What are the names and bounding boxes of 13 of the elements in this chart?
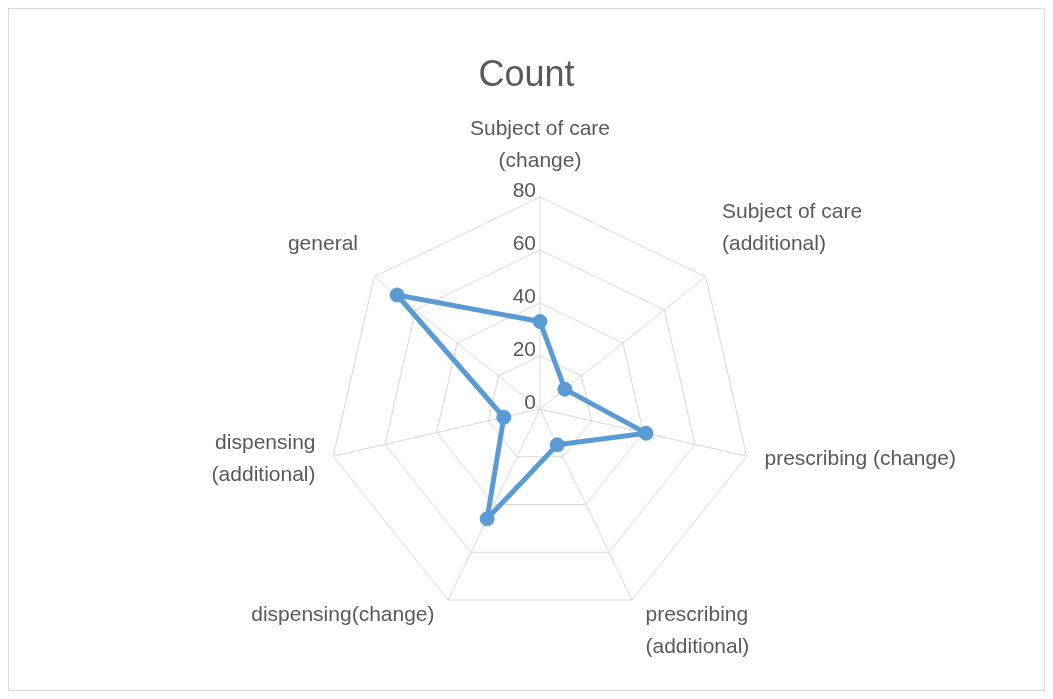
chart-title: Count [477, 53, 576, 95]
y-tick-label: 80 [512, 178, 536, 201]
y-tick-label: 20 [512, 337, 536, 360]
spoke-label: prescribing (additional) [645, 602, 750, 658]
spoke-label: dispensing (additional) [211, 429, 316, 485]
y-tick-label: 60 [512, 231, 536, 254]
spoke-label: dispensing(change) [251, 602, 435, 626]
spoke-label: prescribing (change) [764, 445, 956, 469]
y-tick-label: 0 [524, 390, 536, 413]
spoke-label: Subject of care (change) [469, 116, 611, 171]
spoke-label: Subject of care (additional) [722, 198, 863, 254]
spoke-label: general [287, 230, 358, 254]
y-tick-label: 40 [512, 284, 536, 307]
